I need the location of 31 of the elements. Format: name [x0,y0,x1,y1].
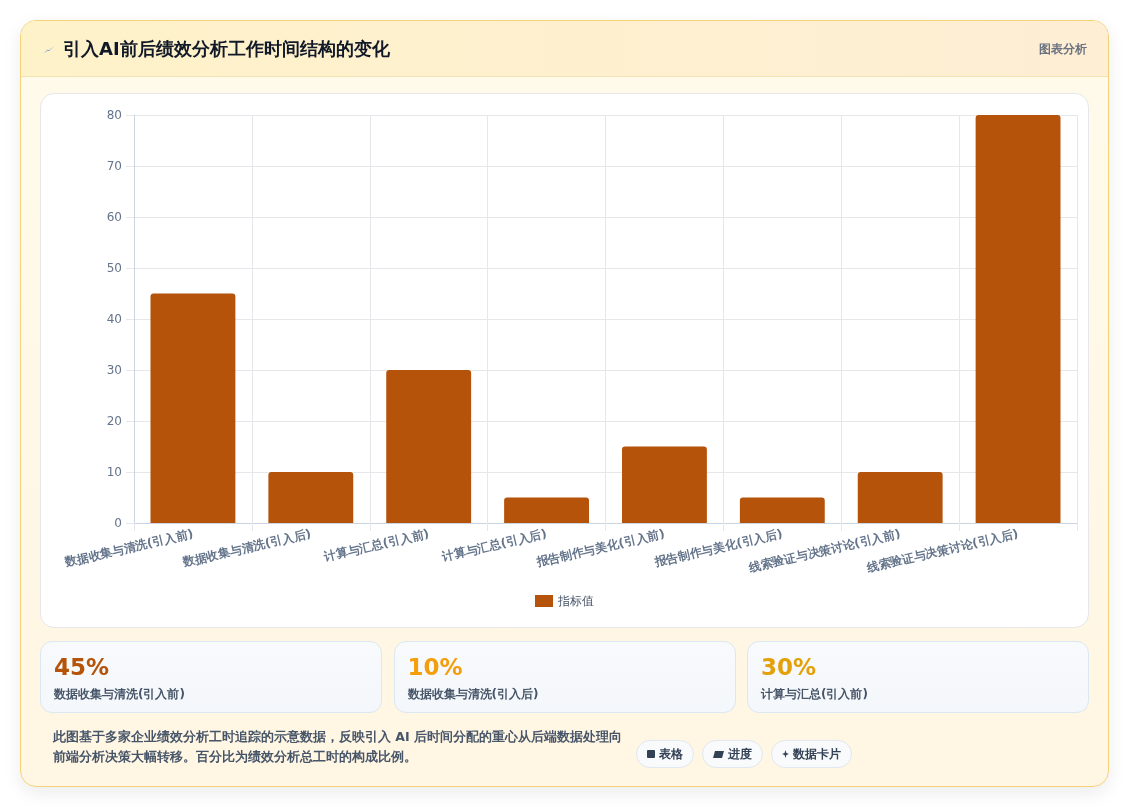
text: 此图基于多家企业绩效分析工时追踪的示意数据，反映引入 AI 后时间分配的重心从后端数据处理向前端分析决策大幅转移。百分比为绩效分析总工时的构成比例。 [53,728,624,766]
y-tick-label: 30 [106,363,122,377]
bar [386,370,472,523]
x-tick-label: 计算与汇总(引入前) [321,526,431,565]
y-tick-label: 10 [106,465,122,479]
text: 数据收集与清洗(引入前) [54,686,185,702]
y-tick-label: 0 [114,516,122,530]
y-tick-label: 20 [106,414,122,428]
bar [268,472,354,523]
text: 计算与汇总(引入前) [761,686,868,702]
text: 数据收集与清洗(引入后) [407,686,539,702]
text: 10% [407,653,463,681]
text: 45% [54,653,110,681]
text: 数据卡片 [793,745,841,763]
bar [622,446,707,523]
y-tick-label: 40 [106,312,122,326]
y-tick-label: 60 [106,210,122,224]
bar [975,115,1061,523]
text: 进度 [728,745,752,763]
bar [739,497,825,523]
text: 30% [761,653,817,681]
text: 图表分析 [1039,41,1087,57]
text: 表格 [659,745,683,763]
y-tick-label: 50 [106,261,122,275]
y-tick-label: 80 [106,108,122,122]
bar [150,293,236,523]
y-tick-label: 70 [106,159,122,173]
chart-title: 引入AI前后绩效分析工作时间结构的变化 [63,37,390,61]
bar [857,472,943,523]
legend-label: 指标值 [557,594,594,608]
bar [504,497,589,523]
